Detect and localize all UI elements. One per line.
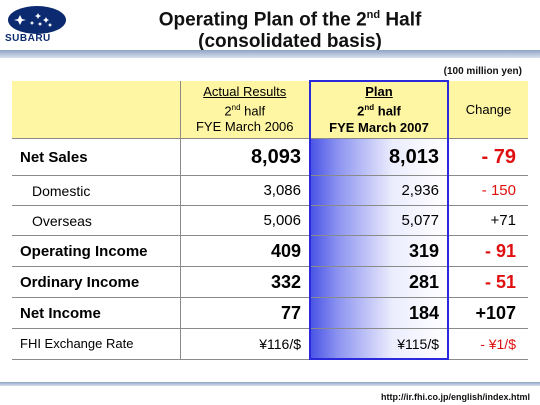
change-value: - 150: [447, 175, 528, 206]
actual-value: 3,086: [179, 175, 310, 206]
header-plan: Plan 2nd half FYE March 2007: [309, 80, 449, 139]
plan-value: 319: [309, 235, 449, 267]
header-actual: Actual Results 2nd half FYE March 2006: [179, 81, 310, 139]
slide-header: SUBARU Operating Plan of the 2nd Half (c…: [0, 0, 540, 58]
operating-plan-table: Actual Results 2nd half FYE March 2006 P…: [12, 80, 528, 360]
header-blank: [12, 81, 180, 139]
actual-value: 332: [179, 266, 310, 298]
plan-value: ¥115/$: [309, 328, 449, 360]
header-change: Change: [447, 81, 528, 139]
plan-value: 2,936: [309, 175, 449, 206]
table-row: Domestic 3,086 2,936 - 150: [12, 175, 528, 206]
plan-value: 8,013: [309, 138, 449, 176]
change-value: +71: [447, 205, 528, 236]
header-divider: [0, 50, 540, 58]
table-row: Net Sales 8,093 8,013 - 79: [12, 138, 528, 176]
footer-url: http://ir.fhi.co.jp/english/index.html: [380, 392, 530, 402]
change-value: - 91: [447, 235, 528, 267]
unit-note: (100 million yen): [443, 66, 522, 77]
footer-divider: [0, 382, 540, 386]
plan-value: 5,077: [309, 205, 449, 236]
row-label: Net Sales: [12, 138, 180, 176]
subaru-logo-icon: [8, 6, 66, 34]
change-value: - ¥1/$: [447, 328, 528, 360]
actual-value: 409: [179, 235, 310, 267]
actual-value: ¥116/$: [179, 328, 310, 360]
row-label: Ordinary Income: [12, 266, 180, 298]
row-label: Operating Income: [12, 235, 180, 267]
change-value: - 51: [447, 266, 528, 298]
actual-value: 5,006: [179, 205, 310, 236]
row-label: Domestic: [12, 175, 180, 206]
table-row: Ordinary Income 332 281 - 51: [12, 266, 528, 298]
table-header-row: Actual Results 2nd half FYE March 2006 P…: [12, 80, 528, 139]
change-value: - 79: [447, 138, 528, 176]
table-row: Net Income 77 184 +107: [12, 297, 528, 329]
plan-value: 281: [309, 266, 449, 298]
change-value: +107: [447, 297, 528, 329]
plan-value: 184: [309, 297, 449, 329]
row-label: Overseas: [12, 205, 180, 236]
actual-value: 77: [179, 297, 310, 329]
page-title: Operating Plan of the 2nd Half (consolid…: [158, 9, 422, 53]
logo-wordmark: SUBARU: [5, 33, 51, 44]
row-label: Net Income: [12, 297, 180, 329]
table-row: Overseas 5,006 5,077 +71: [12, 205, 528, 236]
row-label: FHI Exchange Rate: [12, 328, 180, 360]
table-row: Operating Income 409 319 - 91: [12, 235, 528, 267]
table-row: FHI Exchange Rate ¥116/$ ¥115/$ - ¥1/$: [12, 328, 528, 360]
actual-value: 8,093: [179, 138, 310, 176]
